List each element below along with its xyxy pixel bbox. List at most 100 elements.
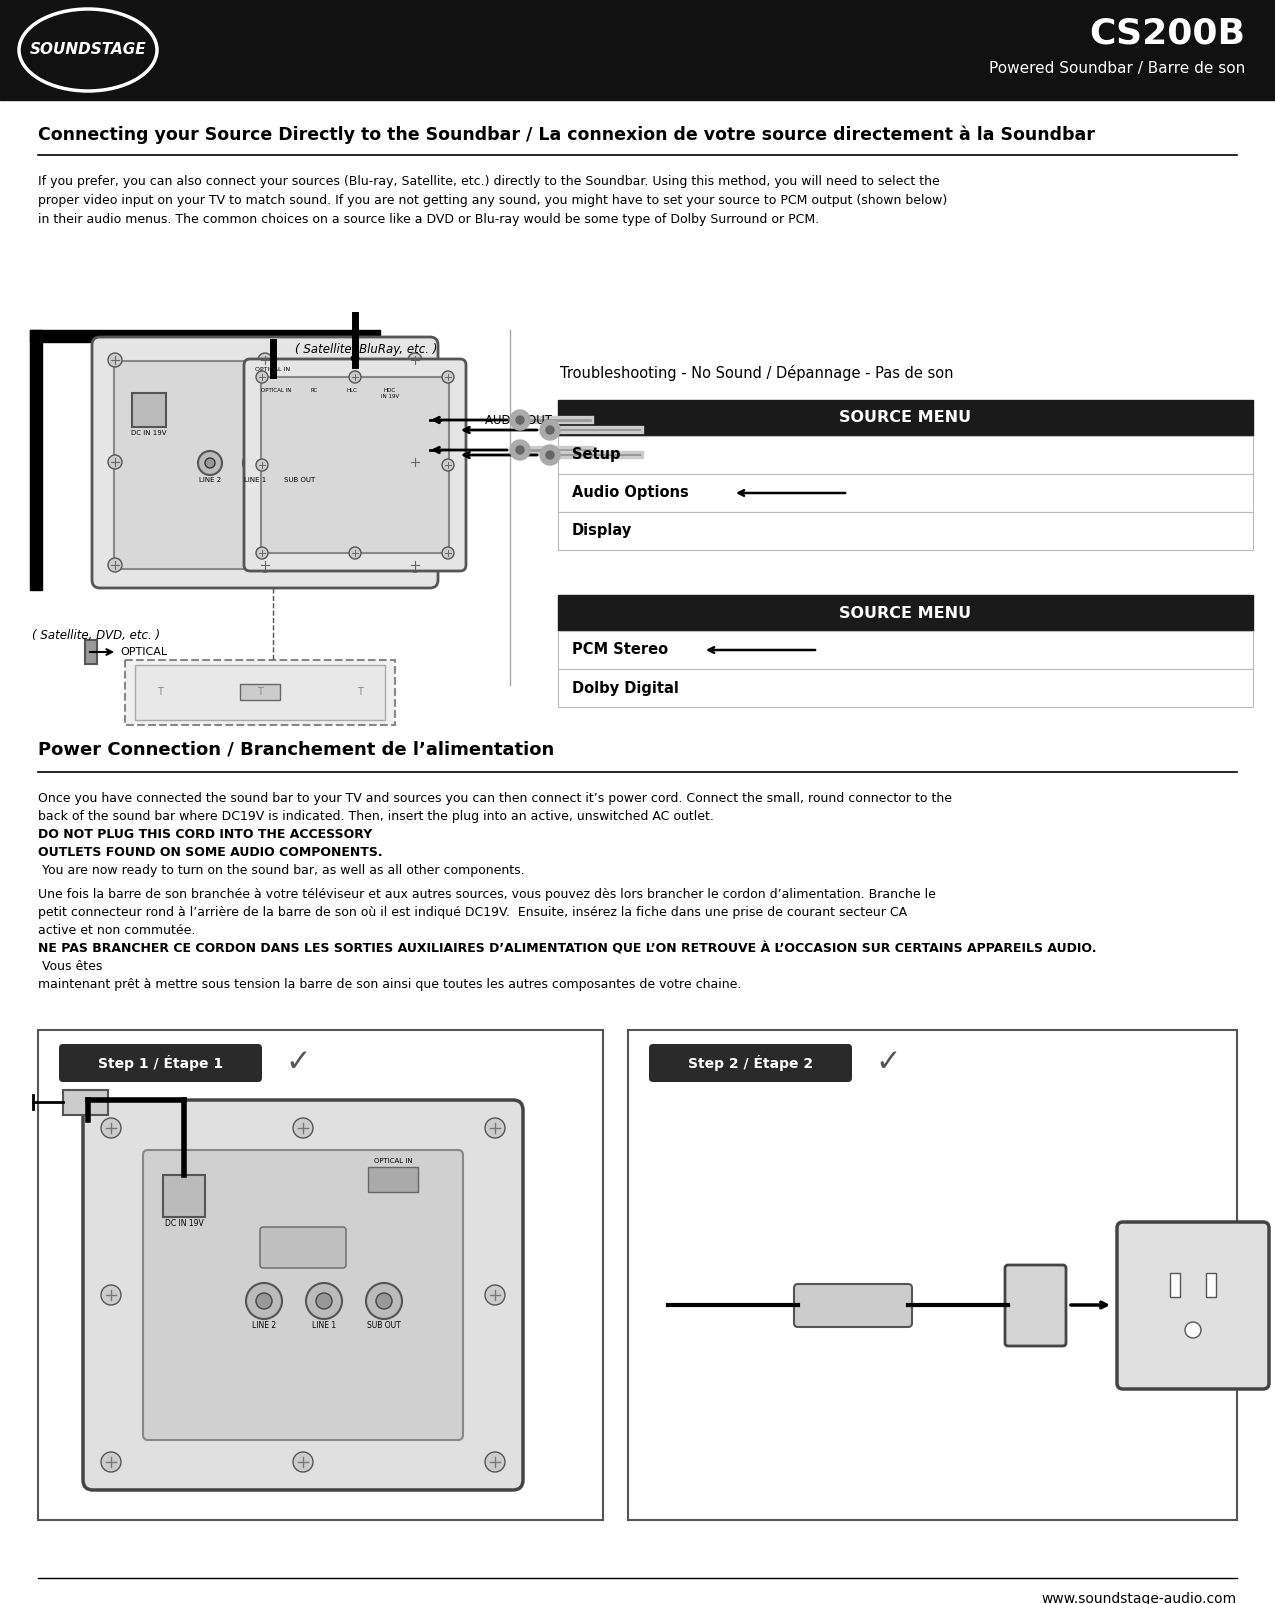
Text: Once you have connected the sound bar to your TV and sources you can then connec: Once you have connected the sound bar to… xyxy=(38,792,952,805)
Text: AUDIO OUT: AUDIO OUT xyxy=(484,414,552,427)
Text: petit connecteur rond à l’arrière de la barre de son où il est indiqué DC19V.  E: petit connecteur rond à l’arrière de la … xyxy=(38,906,907,919)
Text: back of the sound bar where DC19V is indicated. Then, insert the plug into an ac: back of the sound bar where DC19V is ind… xyxy=(38,810,718,823)
Circle shape xyxy=(516,446,524,454)
FancyBboxPatch shape xyxy=(113,361,417,569)
Text: If you prefer, you can also connect your sources (Blu-ray, Satellite, etc.) dire: If you prefer, you can also connect your… xyxy=(38,175,947,226)
Text: You are now ready to turn on the sound bar, as well as all other components.: You are now ready to turn on the sound b… xyxy=(38,865,524,877)
Text: ( Satellite, BluRay, etc. ): ( Satellite, BluRay, etc. ) xyxy=(295,343,437,356)
FancyBboxPatch shape xyxy=(261,377,449,553)
Circle shape xyxy=(295,459,305,468)
Circle shape xyxy=(376,1293,391,1309)
Bar xyxy=(558,436,1253,475)
Text: LINE 2: LINE 2 xyxy=(252,1322,277,1330)
Bar xyxy=(0,0,1275,99)
Text: NE PAS BRANCHER CE CORDON DANS LES SORTIES AUXILIAIRES D’ALIMENTATION QUE L’ON R: NE PAS BRANCHER CE CORDON DANS LES SORTI… xyxy=(38,942,1096,954)
Circle shape xyxy=(108,456,122,468)
Circle shape xyxy=(250,459,260,468)
Text: active et non commutée.: active et non commutée. xyxy=(38,924,199,937)
Bar xyxy=(368,1168,418,1192)
Bar xyxy=(558,475,1253,512)
FancyBboxPatch shape xyxy=(1005,1266,1066,1346)
Circle shape xyxy=(256,547,268,560)
Circle shape xyxy=(198,451,222,475)
Text: Une fois la barre de son branchée à votre téléviseur et aux autres sources, vous: Une fois la barre de son branchée à votr… xyxy=(38,889,936,901)
Text: OUTLETS FOUND ON SOME AUDIO COMPONENTS.: OUTLETS FOUND ON SOME AUDIO COMPONENTS. xyxy=(38,845,382,860)
Circle shape xyxy=(258,353,272,367)
Circle shape xyxy=(1184,1322,1201,1338)
Text: DO NOT PLUG THIS CORD INTO THE ACCESSORY: DO NOT PLUG THIS CORD INTO THE ACCESSORY xyxy=(38,828,372,840)
Text: Connecting your Source Directly to the Soundbar / La connexion de votre source d: Connecting your Source Directly to the S… xyxy=(38,125,1095,143)
Circle shape xyxy=(442,547,454,560)
FancyBboxPatch shape xyxy=(260,1227,346,1269)
Circle shape xyxy=(442,459,454,472)
Text: RC: RC xyxy=(310,388,317,393)
Text: ( Satellite, DVD, etc. ): ( Satellite, DVD, etc. ) xyxy=(32,629,161,642)
Circle shape xyxy=(205,459,215,468)
Text: Step 2 / Étape 2: Step 2 / Étape 2 xyxy=(688,1055,813,1071)
Circle shape xyxy=(256,459,268,472)
Circle shape xyxy=(546,451,555,459)
FancyBboxPatch shape xyxy=(92,337,439,589)
FancyBboxPatch shape xyxy=(649,1044,852,1083)
Circle shape xyxy=(101,1118,121,1137)
Bar xyxy=(133,393,166,427)
Text: OPTICAL IN: OPTICAL IN xyxy=(261,388,291,393)
Text: SOUNDSTAGE: SOUNDSTAGE xyxy=(29,42,147,58)
Bar xyxy=(1206,1274,1216,1298)
FancyBboxPatch shape xyxy=(1117,1222,1269,1389)
Circle shape xyxy=(484,1452,505,1472)
Text: Setup: Setup xyxy=(572,448,621,462)
Text: Display: Display xyxy=(572,523,632,539)
Text: HDC
IN 19V: HDC IN 19V xyxy=(381,388,399,399)
Circle shape xyxy=(293,1118,312,1137)
Bar xyxy=(558,669,1253,707)
Bar xyxy=(558,512,1253,550)
Circle shape xyxy=(408,456,422,468)
Text: HLC: HLC xyxy=(347,388,357,393)
Circle shape xyxy=(101,1285,121,1306)
Bar xyxy=(629,1030,1237,1521)
FancyBboxPatch shape xyxy=(244,359,465,571)
Circle shape xyxy=(408,353,422,367)
Text: T: T xyxy=(357,687,363,698)
Text: OPTICAL: OPTICAL xyxy=(120,646,167,658)
Bar xyxy=(38,1030,603,1521)
Circle shape xyxy=(101,1452,121,1472)
Circle shape xyxy=(484,1285,505,1306)
Text: OPTICAL IN: OPTICAL IN xyxy=(255,367,291,372)
Bar xyxy=(31,330,380,342)
Circle shape xyxy=(541,420,560,439)
Text: T: T xyxy=(258,687,263,698)
Bar xyxy=(85,640,97,664)
Text: Audio Options: Audio Options xyxy=(572,486,688,500)
Bar xyxy=(1170,1274,1179,1298)
Text: Vous êtes: Vous êtes xyxy=(38,961,102,974)
Text: ✓: ✓ xyxy=(286,1049,311,1078)
Circle shape xyxy=(408,558,422,573)
Bar xyxy=(125,659,395,725)
Text: Powered Soundbar / Barre de son: Powered Soundbar / Barre de son xyxy=(988,61,1244,75)
Circle shape xyxy=(516,415,524,423)
Text: Troubleshooting - No Sound / Dépannage - Pas de son: Troubleshooting - No Sound / Dépannage -… xyxy=(560,366,954,382)
Bar xyxy=(258,375,288,395)
Bar xyxy=(31,330,42,590)
Text: LINE 1: LINE 1 xyxy=(312,1322,337,1330)
Circle shape xyxy=(510,411,530,430)
FancyBboxPatch shape xyxy=(59,1044,261,1083)
Text: Dolby Digital: Dolby Digital xyxy=(572,680,678,696)
Circle shape xyxy=(349,371,361,383)
Text: LINE 1: LINE 1 xyxy=(244,476,266,483)
Bar xyxy=(163,1176,205,1217)
Bar xyxy=(558,399,1253,436)
Circle shape xyxy=(256,1293,272,1309)
Circle shape xyxy=(306,1283,342,1318)
Circle shape xyxy=(546,427,555,435)
Bar xyxy=(240,683,280,699)
Text: Step 1 / Étape 1: Step 1 / Étape 1 xyxy=(98,1055,223,1071)
Text: SOURCE MENU: SOURCE MENU xyxy=(839,411,972,425)
Circle shape xyxy=(108,558,122,573)
FancyBboxPatch shape xyxy=(83,1100,523,1490)
Circle shape xyxy=(349,547,361,560)
Circle shape xyxy=(293,1452,312,1472)
Circle shape xyxy=(316,1293,332,1309)
